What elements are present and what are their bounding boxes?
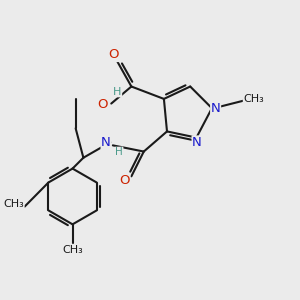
Text: O: O	[97, 98, 108, 111]
Text: H: H	[113, 87, 122, 97]
Text: O: O	[109, 48, 119, 62]
Text: O: O	[119, 173, 130, 187]
Text: N: N	[211, 102, 220, 115]
Text: N: N	[192, 136, 202, 149]
Text: CH₃: CH₃	[62, 245, 83, 255]
Text: CH₃: CH₃	[243, 94, 264, 103]
Text: H: H	[115, 147, 123, 157]
Text: N: N	[101, 136, 111, 149]
Text: CH₃: CH₃	[3, 199, 24, 209]
